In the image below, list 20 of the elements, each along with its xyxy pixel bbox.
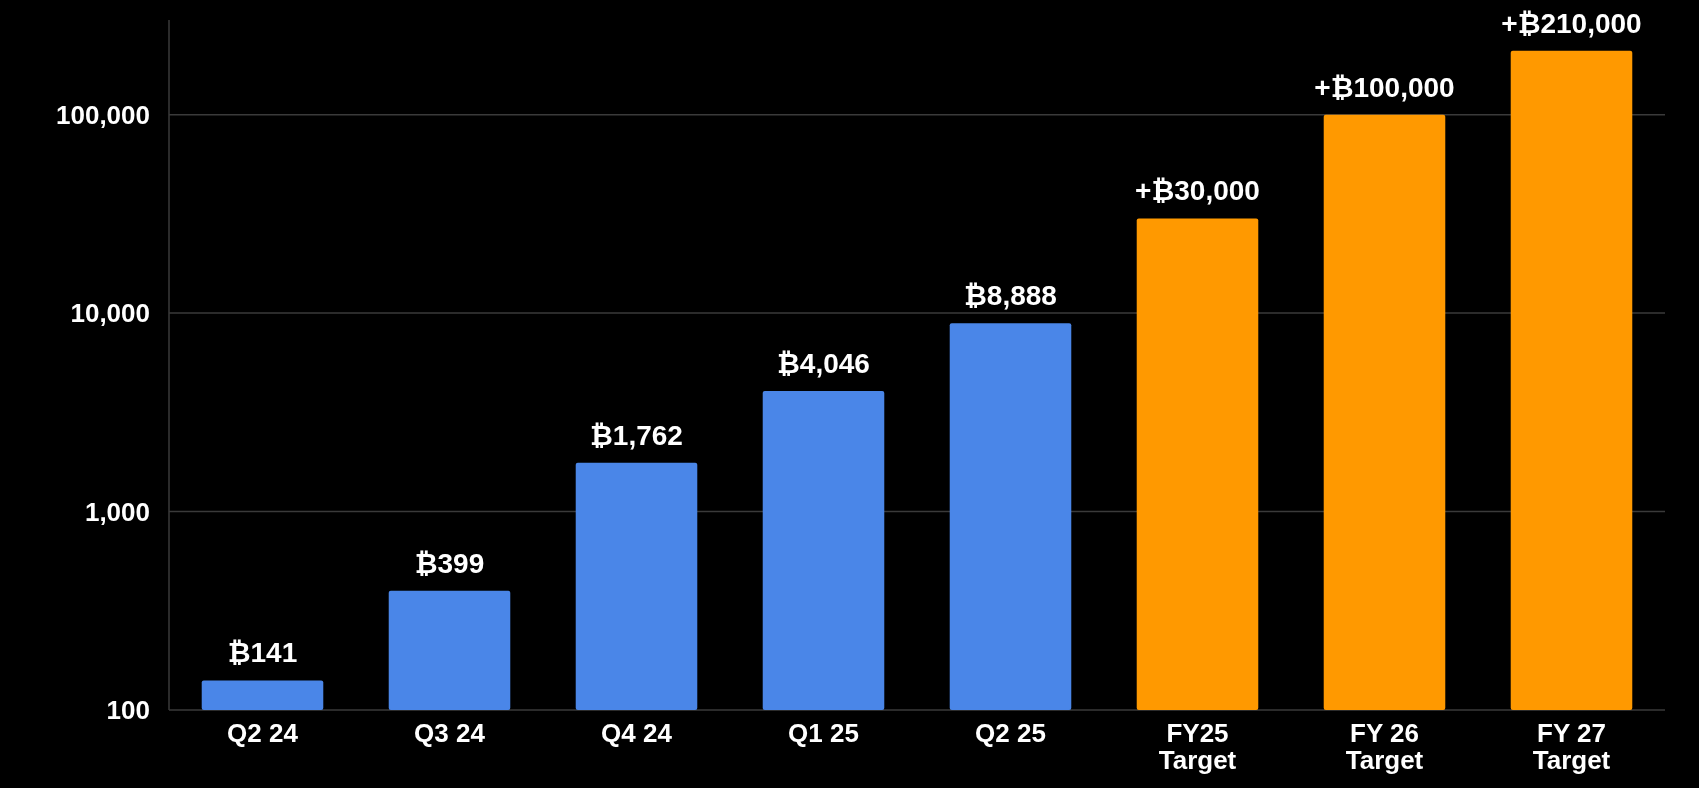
data-label: ₿4,046 bbox=[777, 348, 870, 380]
x-tick-label: FY25 Target bbox=[1158, 718, 1237, 775]
data-label: ₿141 bbox=[227, 637, 298, 669]
y-tick-label: 100 bbox=[106, 695, 150, 726]
y-tick-label: 10,000 bbox=[70, 298, 150, 329]
x-tick-label: Q1 25 bbox=[788, 718, 859, 748]
data-label: ₿1,762 bbox=[590, 419, 683, 451]
x-tick-label: Q3 24 bbox=[414, 718, 486, 748]
data-label: +₿100,000 bbox=[1314, 71, 1455, 103]
y-tick-label: 100,000 bbox=[56, 99, 150, 130]
x-tick-label: FY 26 Target bbox=[1345, 718, 1424, 775]
data-label: +₿210,000 bbox=[1501, 7, 1642, 39]
data-label: +₿30,000 bbox=[1135, 175, 1260, 207]
y-tick-label: 1,000 bbox=[84, 496, 150, 527]
data-label: ₿399 bbox=[414, 547, 485, 579]
x-tick-label: Q2 24 bbox=[227, 718, 299, 748]
x-tick-label: Q2 25 bbox=[975, 718, 1046, 748]
x-tick-label: FY 27 Target bbox=[1532, 718, 1611, 775]
x-tick-label: Q4 24 bbox=[601, 718, 673, 748]
data-label: ₿8,888 bbox=[964, 280, 1057, 312]
